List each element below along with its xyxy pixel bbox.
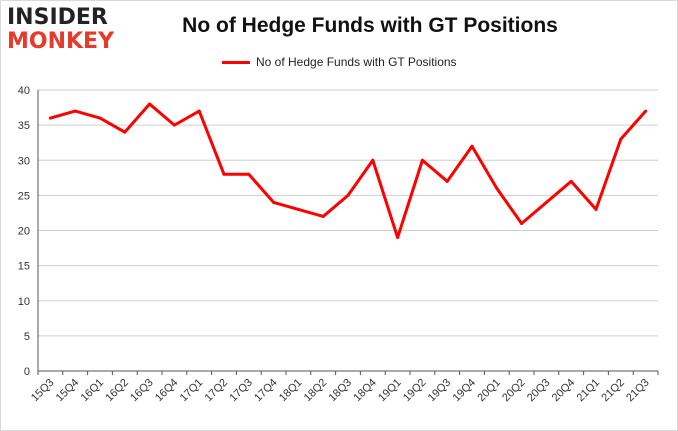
x-tick-label: 15Q3 (29, 377, 57, 405)
data-point (520, 221, 524, 225)
y-tick-label: 30 (18, 155, 30, 167)
data-point (346, 193, 350, 197)
x-tick-label: 20Q4 (550, 377, 578, 405)
insider-monkey-logo: INSIDER MONKEY (7, 6, 125, 54)
y-tick-label: 35 (18, 120, 30, 132)
data-point (594, 207, 598, 211)
x-tick-label: 17Q1 (178, 377, 206, 405)
x-tick-label: 17Q2 (203, 377, 231, 405)
x-tick-label: 18Q4 (351, 377, 379, 405)
data-point (148, 102, 152, 106)
x-tick-label: 17Q4 (252, 377, 280, 405)
chart-title: No of Hedge Funds with GT Positions (182, 14, 558, 37)
data-point (321, 214, 325, 218)
data-point (197, 109, 201, 113)
x-tick-label: 19Q3 (426, 377, 454, 405)
y-tick-label: 0 (24, 366, 30, 378)
data-point (272, 200, 276, 204)
y-tick-label: 20 (18, 226, 30, 238)
data-point (123, 130, 127, 134)
data-point (544, 200, 548, 204)
data-point (98, 116, 102, 120)
legend-swatch (222, 60, 250, 64)
data-point (371, 158, 375, 162)
x-tick-label: 16Q1 (79, 377, 107, 405)
x-tick-label: 18Q2 (302, 377, 330, 405)
data-point (396, 236, 400, 240)
x-tick-label: 16Q4 (153, 377, 181, 405)
data-point (619, 137, 623, 141)
y-tick-label: 25 (18, 190, 30, 202)
x-tick-label: 19Q2 (401, 377, 429, 405)
x-tick-label: 18Q1 (277, 377, 305, 405)
data-point (296, 207, 300, 211)
data-point (73, 109, 77, 113)
x-tick-label: 21Q2 (599, 377, 627, 405)
chart-legend: No of Hedge Funds with GT Positions (222, 54, 457, 70)
x-tick-label: 21Q3 (624, 377, 652, 405)
x-tick-label: 17Q3 (227, 377, 255, 405)
data-point (48, 116, 52, 120)
data-point (470, 144, 474, 148)
data-point (445, 179, 449, 183)
x-tick-label: 15Q4 (54, 377, 82, 405)
series-line (49, 102, 647, 240)
data-point (644, 109, 648, 113)
x-tick-label: 16Q2 (103, 377, 131, 405)
x-tick-label: 19Q4 (451, 377, 479, 405)
data-point (172, 123, 176, 127)
logo-line-1: INSIDER (7, 5, 108, 30)
x-tick-label: 16Q3 (128, 377, 156, 405)
data-point (495, 186, 499, 190)
data-point (247, 172, 251, 176)
y-tick-label: 5 (24, 331, 30, 343)
logo-line-2: MONKEY (7, 29, 115, 54)
x-tick-label: 18Q3 (327, 377, 355, 405)
data-point (420, 158, 424, 162)
x-tick-label: 21Q1 (575, 377, 603, 405)
y-tick-label: 15 (18, 261, 30, 273)
x-tick-label: 20Q2 (500, 377, 528, 405)
x-tick-label: 20Q1 (475, 377, 503, 405)
legend-label: No of Hedge Funds with GT Positions (256, 55, 457, 69)
x-tick-label: 19Q1 (376, 377, 404, 405)
data-point (222, 172, 226, 176)
data-point (569, 179, 573, 183)
y-tick-label: 40 (18, 85, 30, 97)
x-tick-label: 20Q3 (525, 377, 553, 405)
y-tick-label: 10 (18, 296, 30, 308)
